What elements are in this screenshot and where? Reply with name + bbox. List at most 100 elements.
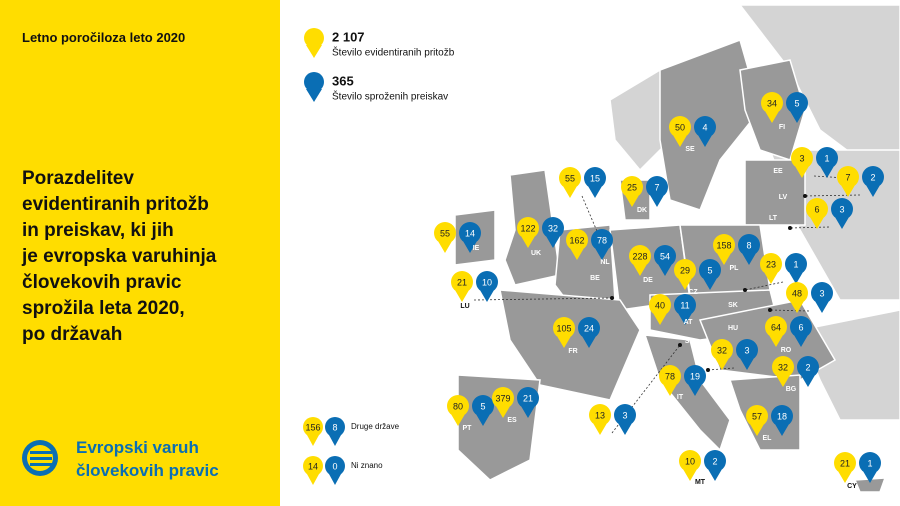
pin: [451, 414, 465, 426]
pin: [746, 405, 768, 427]
pin: [688, 384, 702, 396]
pin: [476, 271, 498, 293]
country-code: MT: [695, 479, 706, 486]
pin: [674, 259, 696, 281]
pin-value: 11: [680, 300, 689, 310]
pin-value: 64: [771, 322, 781, 332]
pin-value: 32: [717, 345, 727, 355]
pin-value: 1: [824, 153, 829, 163]
pin-value: 29: [680, 265, 690, 275]
text-line: človekovih pravic: [76, 461, 219, 480]
other-label: Druge države: [351, 422, 400, 431]
text-line: evidentiranih pritožb: [22, 194, 209, 215]
country-code: PT: [463, 425, 473, 432]
text-line: je evropska varuhinja: [22, 246, 217, 267]
pin: [859, 452, 881, 474]
text-line: sprožila leta 2020,: [22, 298, 185, 319]
pin: [801, 375, 815, 387]
pin: [447, 395, 469, 417]
pin: [650, 195, 664, 207]
country-code: HU: [728, 325, 738, 332]
pin: [790, 301, 804, 313]
pin: [646, 176, 668, 198]
pin-value: 54: [660, 251, 670, 261]
leader-dot: [803, 194, 807, 198]
side-panel: Letno poročiloza leto 2020 Porazdelitev e…: [0, 0, 280, 506]
pin: [684, 365, 706, 387]
pin: [588, 186, 602, 198]
report-label: Letno poročiloza leto 2020: [22, 30, 186, 45]
pin: [694, 116, 716, 138]
text-line: po državah: [22, 324, 123, 345]
pin: [789, 272, 803, 284]
pin: [761, 92, 783, 114]
logo-icon: [22, 440, 58, 476]
pin-value: 379: [495, 393, 510, 403]
country-code: SK: [728, 302, 738, 309]
pin-value: 3: [799, 153, 804, 163]
pin: [736, 339, 758, 361]
pin-value: 3: [819, 288, 824, 298]
pin: [740, 358, 754, 370]
pin-value: 55: [565, 173, 575, 183]
pin: [713, 234, 735, 256]
pin-value: 2: [870, 172, 875, 182]
pin: [455, 290, 469, 302]
pin-value: 32: [778, 362, 788, 372]
pin: [303, 456, 323, 476]
leader-dot: [768, 308, 772, 312]
pin-value: 7: [845, 172, 850, 182]
pin-value: 162: [569, 235, 584, 245]
pin: [542, 217, 564, 239]
pin-value: 21: [457, 277, 467, 287]
pin: [476, 414, 490, 426]
pin-value: 122: [520, 223, 535, 233]
pin: [553, 317, 575, 339]
country-code: EL: [763, 435, 773, 442]
pin: [563, 186, 577, 198]
pin: [618, 423, 632, 435]
pin: [838, 471, 852, 483]
pin-value: 34: [767, 98, 777, 108]
pin: [794, 335, 808, 347]
country-code: FI: [779, 124, 785, 131]
pin: [775, 424, 789, 436]
country-code: IE: [473, 245, 480, 252]
country-code: FR: [568, 348, 577, 355]
pin: [303, 417, 323, 437]
pin: [806, 198, 828, 220]
country-code: LV: [779, 194, 788, 201]
pin: [557, 336, 571, 348]
pin: [595, 248, 609, 260]
leader-line: [744, 281, 784, 291]
pin: [703, 278, 717, 290]
leader-dot: [678, 343, 682, 347]
leader-line: [789, 226, 830, 229]
pin: [795, 166, 809, 178]
pin: [593, 423, 607, 435]
pin: [663, 384, 677, 396]
leader-line: [611, 344, 681, 434]
pin: [517, 217, 539, 239]
title: Porazdelitev evidentiranih pritožb in prei…: [22, 166, 216, 348]
pin-value: 3: [744, 345, 749, 355]
pin: [742, 253, 756, 265]
pin: [306, 89, 322, 102]
pin-value: 3: [622, 410, 627, 420]
pin-value: 15: [590, 173, 600, 183]
pin: [659, 365, 681, 387]
pin: [329, 435, 341, 446]
country-code: BE: [590, 275, 600, 282]
pin: [653, 313, 667, 325]
pin: [717, 253, 731, 265]
pin-value: 158: [716, 240, 731, 250]
pin: [325, 417, 345, 437]
country-code: DK: [637, 207, 647, 214]
pin: [566, 229, 588, 251]
pin: [496, 406, 510, 418]
pin-value: 55: [440, 228, 450, 238]
pin: [810, 217, 824, 229]
pin-value: 13: [595, 410, 605, 420]
pin-value: 78: [597, 235, 607, 245]
